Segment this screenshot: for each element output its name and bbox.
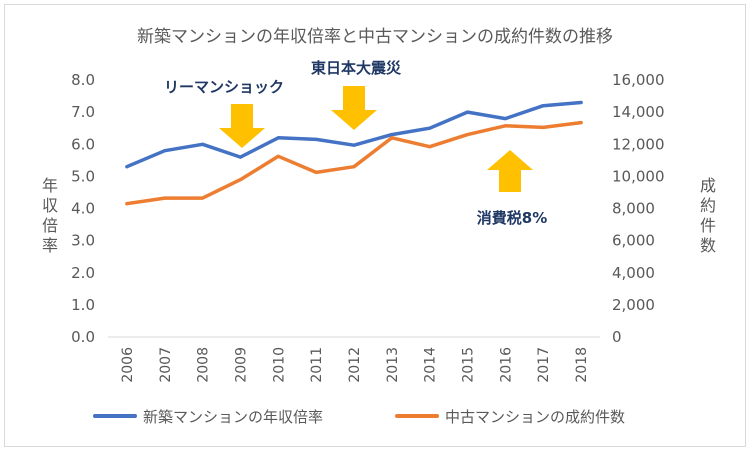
data-point (125, 165, 129, 169)
data-point (201, 196, 205, 200)
x-tick-label: 2015 (461, 347, 477, 383)
data-point (352, 165, 356, 169)
up-arrow-icon (487, 150, 533, 192)
y-right-tick-label: 4,000 (612, 264, 655, 282)
x-tick-label: 2018 (574, 347, 590, 383)
data-point (201, 142, 205, 146)
y-left-tick-label: 5.0 (71, 167, 95, 185)
y-right-tick-label: 6,000 (612, 232, 655, 250)
x-tick-label: 2013 (385, 347, 401, 383)
y-left-tick-label: 3.0 (71, 232, 95, 250)
data-point (503, 117, 507, 121)
y-right-tick-label: 14,000 (612, 103, 665, 121)
data-point (579, 100, 583, 104)
data-point (466, 133, 470, 137)
data-point (163, 149, 167, 153)
data-point (428, 145, 432, 149)
data-point (390, 136, 394, 140)
x-tick-label: 2006 (120, 347, 136, 383)
data-point (125, 202, 129, 206)
data-point (238, 178, 242, 182)
y-right-tick-label: 8,000 (612, 200, 655, 218)
y-left-tick-label: 8.0 (71, 71, 95, 89)
x-tick-label: 2009 (233, 347, 249, 383)
x-tick-label: 2014 (423, 347, 439, 383)
data-point (276, 154, 280, 158)
y-right-tick-label: 10,000 (612, 167, 665, 185)
x-tick-label: 2007 (158, 347, 174, 383)
data-point (238, 155, 242, 159)
y-right-tick-label: 12,000 (612, 135, 665, 153)
y-left-tick-label: 6.0 (71, 135, 95, 153)
y-left-tick-label: 7.0 (71, 103, 95, 121)
data-point (163, 196, 167, 200)
down-arrow-icon (331, 86, 377, 130)
data-point (541, 104, 545, 108)
data-point (579, 121, 583, 125)
annotation-label: 東日本大震災 (311, 59, 402, 77)
y-left-tick-label: 2.0 (71, 264, 95, 282)
x-tick-label: 2012 (347, 347, 363, 383)
y-left-tick-label: 1.0 (71, 296, 95, 314)
data-point (314, 137, 318, 141)
chart-border (4, 4, 746, 447)
data-point (503, 124, 507, 128)
x-tick-label: 2011 (309, 347, 325, 383)
data-point (466, 110, 470, 114)
chart-title: 新築マンションの年収倍率と中古マンションの成約件数の推移 (137, 27, 613, 47)
x-tick-label: 2016 (498, 347, 514, 383)
x-tick-label: 2017 (536, 347, 552, 383)
data-point (541, 125, 545, 129)
y-right-tick-label: 0 (612, 328, 622, 346)
data-point (314, 170, 318, 174)
annotation-label: 消費税8% (477, 209, 547, 227)
x-tick-label: 2008 (196, 347, 212, 383)
y-right-tick-label: 16,000 (612, 71, 665, 89)
legend-label: 新築マンションの年収倍率 (143, 408, 323, 426)
y-right-axis-title: 成約件数 (700, 176, 716, 255)
y-left-tick-label: 4.0 (71, 200, 95, 218)
data-point (390, 133, 394, 137)
data-point (276, 136, 280, 140)
down-arrow-icon (219, 104, 265, 148)
x-tick-label: 2010 (271, 347, 287, 383)
data-point (352, 143, 356, 147)
y-left-tick-label: 0.0 (71, 328, 95, 346)
y-right-tick-label: 2,000 (612, 296, 655, 314)
series-layer (125, 100, 583, 206)
axes-layer: 0.0 1.0 2.0 3.0 4.0 5.0 6.0 7.0 8.0 0 2,000 4,000 6,… (42, 71, 716, 383)
data-point (428, 126, 432, 130)
y-left-axis-title: 年収倍率 (42, 176, 58, 255)
legend-label: 中古マンションの成約件数 (445, 408, 625, 426)
annotation-label: リーマンショック (164, 78, 284, 96)
chart-legend: 新築マンションの年収倍率 中古マンションの成約件数 (93, 408, 625, 426)
